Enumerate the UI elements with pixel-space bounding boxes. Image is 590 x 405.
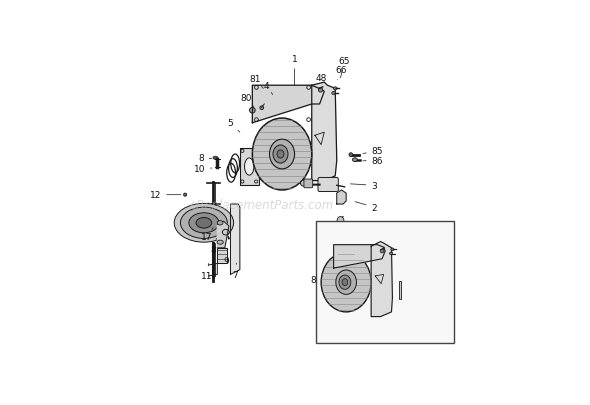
- Ellipse shape: [217, 241, 223, 245]
- Ellipse shape: [349, 153, 353, 157]
- Ellipse shape: [183, 194, 186, 197]
- Ellipse shape: [217, 221, 223, 226]
- Ellipse shape: [250, 108, 255, 114]
- Text: 8: 8: [198, 153, 212, 162]
- Text: 48: 48: [316, 74, 327, 89]
- Ellipse shape: [380, 249, 384, 253]
- Ellipse shape: [174, 204, 234, 243]
- Ellipse shape: [273, 145, 288, 164]
- Ellipse shape: [222, 230, 230, 235]
- Text: 86: 86: [363, 156, 383, 165]
- Bar: [316, 222, 454, 343]
- Text: 65: 65: [396, 228, 411, 243]
- Ellipse shape: [389, 252, 393, 255]
- Text: 7: 7: [232, 263, 238, 279]
- Ellipse shape: [339, 275, 351, 290]
- Polygon shape: [333, 245, 385, 269]
- FancyBboxPatch shape: [318, 178, 338, 192]
- Text: 55: 55: [346, 225, 380, 234]
- Ellipse shape: [332, 92, 336, 96]
- Text: 48: 48: [381, 237, 392, 250]
- Ellipse shape: [213, 157, 218, 160]
- Text: 21: 21: [337, 230, 349, 247]
- Text: 65: 65: [339, 57, 350, 79]
- Bar: [240, 148, 258, 186]
- Polygon shape: [217, 222, 229, 248]
- Text: eReplacementParts.com: eReplacementParts.com: [189, 198, 334, 211]
- Text: 4: 4: [264, 81, 273, 96]
- Text: 66: 66: [336, 66, 347, 80]
- Ellipse shape: [277, 151, 284, 159]
- Ellipse shape: [189, 213, 219, 233]
- Ellipse shape: [336, 270, 356, 295]
- FancyBboxPatch shape: [304, 179, 313, 188]
- Ellipse shape: [321, 253, 371, 312]
- Text: 11: 11: [201, 264, 213, 281]
- Text: 21: 21: [336, 306, 347, 321]
- Ellipse shape: [337, 217, 344, 226]
- Polygon shape: [253, 86, 324, 124]
- Ellipse shape: [253, 119, 312, 190]
- Text: 66: 66: [396, 239, 408, 248]
- Ellipse shape: [342, 279, 348, 286]
- Text: 9: 9: [223, 250, 229, 265]
- Ellipse shape: [270, 140, 294, 169]
- Text: 80: 80: [316, 266, 327, 275]
- Polygon shape: [337, 190, 346, 205]
- Ellipse shape: [319, 89, 323, 93]
- Polygon shape: [231, 205, 240, 275]
- Text: 85: 85: [363, 147, 383, 156]
- Ellipse shape: [300, 181, 307, 187]
- Text: 31: 31: [401, 279, 416, 288]
- Text: 17: 17: [201, 228, 213, 242]
- Text: 3: 3: [350, 181, 377, 190]
- Ellipse shape: [352, 158, 358, 162]
- Ellipse shape: [181, 208, 227, 239]
- Polygon shape: [217, 248, 227, 264]
- Text: 2: 2: [355, 202, 377, 212]
- Polygon shape: [371, 242, 392, 317]
- Text: 1: 1: [291, 55, 297, 86]
- Text: 5: 5: [228, 119, 240, 133]
- Text: 10: 10: [194, 164, 212, 173]
- Ellipse shape: [244, 158, 254, 176]
- Text: 81: 81: [250, 75, 263, 89]
- Ellipse shape: [196, 218, 212, 228]
- Ellipse shape: [260, 107, 264, 110]
- Ellipse shape: [333, 87, 337, 91]
- Text: 81-1: 81-1: [310, 275, 331, 284]
- Text: 12: 12: [150, 191, 181, 200]
- Text: 8: 8: [211, 239, 217, 254]
- Ellipse shape: [391, 248, 394, 251]
- Bar: [399, 281, 401, 300]
- Text: 80: 80: [240, 94, 254, 108]
- Polygon shape: [312, 83, 337, 181]
